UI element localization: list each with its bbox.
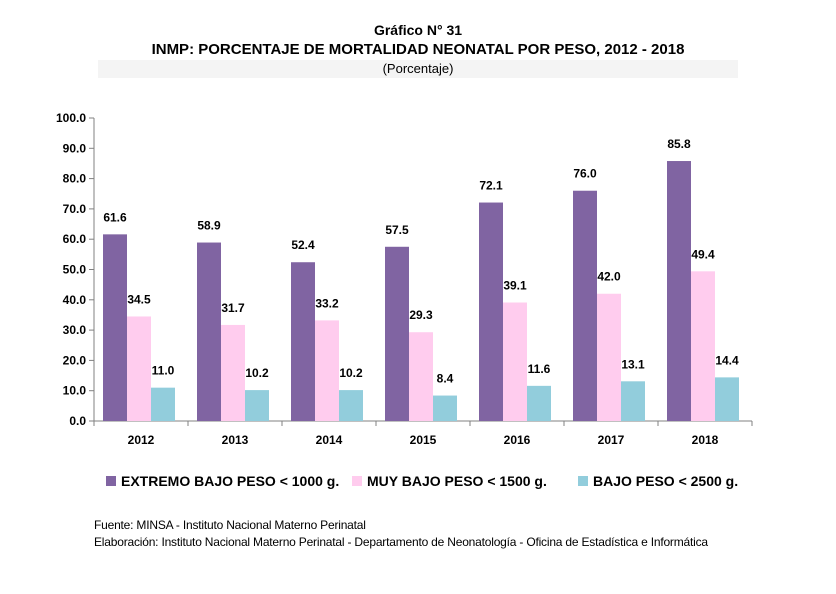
y-tick-label: 50.0 <box>63 263 87 277</box>
bars: 61.6 58.9 52.4 57.5 72.1 76.0 85.8 34.5 31.7 33.2… <box>103 137 739 421</box>
x-tick-label: 2017 <box>598 433 625 447</box>
y-tick-label: 80.0 <box>63 172 87 186</box>
figure-number: Gráfico N° 31 <box>373 22 463 38</box>
x-tick-label: 2018 <box>692 433 719 447</box>
data-label: 8.4 <box>437 372 454 386</box>
y-tick-label: 30.0 <box>63 323 87 337</box>
data-label: 13.1 <box>621 357 645 371</box>
data-label: 14.4 <box>715 353 739 367</box>
y-tick-label: 40.0 <box>63 293 87 307</box>
bar <box>385 246 409 421</box>
data-label: 49.4 <box>691 247 715 261</box>
y-axis: 0.0 10.0 20.0 30.0 40.0 50.0 60.0 70.0 80.0 90.0 1… <box>56 111 95 428</box>
legend: EXTREMO BAJO PESO < 1000 g. MUY BAJO PESO… <box>106 473 738 489</box>
chart-subtitle: (Porcentaje) <box>98 60 738 78</box>
footer: Fuente: MINSA - Instituto Nacional Mater… <box>94 517 708 551</box>
bar <box>691 271 715 421</box>
bar <box>339 390 363 421</box>
data-label: 61.6 <box>103 210 127 224</box>
data-label: 57.5 <box>385 223 409 237</box>
data-label: 52.4 <box>291 238 315 252</box>
legend-swatch <box>106 476 116 486</box>
bar <box>197 242 221 421</box>
data-label: 33.2 <box>315 296 339 310</box>
legend-swatch <box>352 476 362 486</box>
data-label: 10.2 <box>245 366 269 380</box>
x-tick-label: 2012 <box>128 433 155 447</box>
bar <box>667 161 691 421</box>
bar <box>103 234 127 421</box>
y-tick-label: 20.0 <box>63 353 87 367</box>
legend-label: MUY BAJO PESO < 1500 g. <box>367 473 547 489</box>
bar <box>221 324 245 421</box>
bar <box>503 302 527 421</box>
bar <box>127 316 151 421</box>
data-label: 31.7 <box>221 301 245 315</box>
y-tick-label: 100.0 <box>56 111 86 125</box>
bar <box>315 320 339 421</box>
bar <box>715 377 739 421</box>
chart-header: Gráfico N° 31 INMP: PORCENTAJE DE MORTAL… <box>0 20 836 78</box>
bar <box>433 395 457 421</box>
bar <box>245 390 269 421</box>
bar-chart: 0.0 10.0 20.0 30.0 40.0 50.0 60.0 70.0 80.0 90.0 1… <box>12 98 768 512</box>
bar <box>573 190 597 421</box>
bar <box>621 381 645 421</box>
source-note: Fuente: MINSA - Instituto Nacional Mater… <box>94 518 366 532</box>
y-tick-label: 10.0 <box>63 384 87 398</box>
y-tick-label: 70.0 <box>63 202 87 216</box>
legend-label: EXTREMO BAJO PESO < 1000 g. <box>121 473 339 489</box>
data-label: 72.1 <box>479 179 503 193</box>
data-label: 34.5 <box>127 292 151 306</box>
data-label: 42.0 <box>597 270 621 284</box>
data-label: 10.2 <box>339 366 363 380</box>
bar <box>409 332 433 421</box>
data-label: 11.6 <box>528 362 551 376</box>
chart-title: INMP: PORCENTAJE DE MORTALIDAD NEONATAL … <box>151 41 685 58</box>
x-tick-label: 2016 <box>504 433 531 447</box>
bar <box>527 385 551 421</box>
y-tick-label: 0.0 <box>69 414 86 428</box>
elaboration-note: Elaboración: Instituto Nacional Materno … <box>94 535 708 549</box>
data-label: 85.8 <box>667 137 691 151</box>
bar <box>291 262 315 421</box>
x-tick-label: 2014 <box>316 433 343 447</box>
x-tick-label: 2015 <box>410 433 437 447</box>
data-label: 76.0 <box>573 167 597 181</box>
x-tick-label: 2013 <box>222 433 249 447</box>
bar <box>151 387 175 421</box>
legend-swatch <box>578 476 588 486</box>
bar <box>479 202 503 421</box>
data-label: 11.0 <box>152 364 175 378</box>
y-tick-label: 90.0 <box>63 141 87 155</box>
bar <box>597 293 621 421</box>
y-tick-label: 60.0 <box>63 232 87 246</box>
legend-label: BAJO PESO < 2500 g. <box>593 473 738 489</box>
data-label: 29.3 <box>409 308 433 322</box>
data-label: 39.1 <box>503 279 527 293</box>
data-label: 58.9 <box>197 219 221 233</box>
